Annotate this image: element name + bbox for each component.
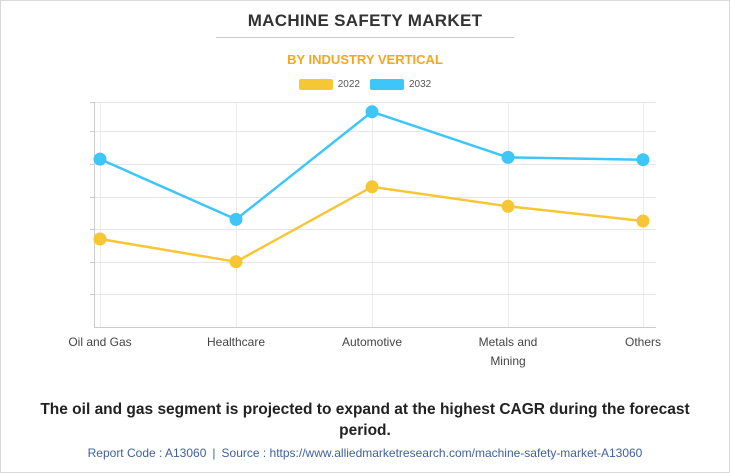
x-tick-label-line: Oil and Gas	[68, 335, 131, 349]
footer: Report Code : A13060 | Source : https://ww…	[0, 446, 730, 460]
chart-caption: The oil and gas segment is projected to …	[40, 401, 690, 439]
data-point-2022-3	[501, 199, 515, 213]
legend-label-2022: 2022	[337, 79, 360, 90]
data-point-2032-2	[365, 105, 379, 119]
x-tick-label-line: Healthcare	[207, 335, 265, 349]
legend-item-2022[interactable]: 2022	[298, 79, 360, 90]
legend-label-2032: 2032	[409, 79, 432, 90]
data-point-2032-0	[93, 152, 107, 166]
legend-swatch-2032	[370, 79, 404, 90]
chart-title: MACHINE SAFETY MARKET	[247, 11, 483, 30]
x-tick-label-2: Automotive	[342, 335, 402, 349]
x-tick-label-3: Metals and Mining	[479, 335, 538, 368]
data-point-2022-0	[93, 232, 107, 246]
title-divider	[216, 37, 514, 38]
x-tick-label-line: Metals and	[479, 335, 538, 349]
report-code: Report Code : A13060	[87, 446, 207, 460]
footer-separator: |	[212, 446, 216, 460]
source-link[interactable]: Source : https://www.alliedmarketresearc…	[221, 446, 643, 460]
chart-subtitle: BY INDUSTRY VERTICAL	[287, 52, 443, 67]
data-point-2022-4	[636, 214, 650, 228]
x-tick-label-4: Others	[625, 335, 661, 349]
legend-swatch-2022	[298, 79, 333, 90]
chart-legend: 2022 2032	[0, 79, 730, 90]
x-tick-label-line: Others	[625, 335, 661, 349]
series-line-2022	[99, 185, 644, 264]
legend-item-2032[interactable]: 2032	[370, 79, 431, 90]
data-point-2032-4	[636, 153, 650, 167]
x-tick-label-line: Mining	[490, 354, 525, 368]
x-tick-label-1: Healthcare	[207, 335, 265, 349]
data-point-2032-3	[501, 150, 515, 164]
x-tick-label-line: Automotive	[342, 335, 402, 349]
series-line-2032	[99, 110, 644, 221]
data-point-2032-1	[229, 212, 243, 226]
x-tick-label-0: Oil and Gas	[68, 335, 131, 349]
data-point-2022-2	[365, 180, 379, 194]
data-point-2022-1	[229, 255, 243, 269]
